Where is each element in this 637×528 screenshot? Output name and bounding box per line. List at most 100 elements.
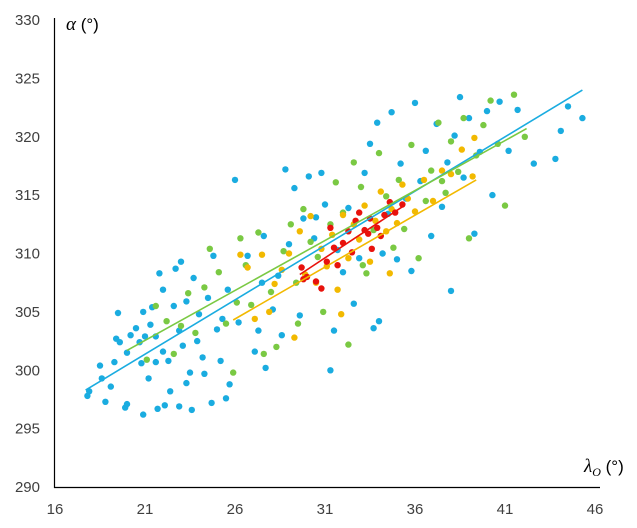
data-point [179, 342, 186, 349]
data-point [201, 284, 208, 291]
data-point [357, 183, 365, 191]
data-point [285, 250, 293, 257]
data-point [381, 211, 388, 219]
data-point [460, 174, 467, 181]
data-point [370, 325, 377, 332]
data-point [393, 256, 401, 263]
data-point [411, 208, 419, 215]
data-point [374, 224, 381, 231]
data-point [195, 311, 203, 318]
data-point [489, 191, 496, 199]
data-point [230, 369, 237, 376]
data-point [96, 362, 104, 369]
data-point [375, 149, 383, 157]
data-point [183, 379, 190, 387]
data-point [447, 138, 455, 145]
data-point [296, 312, 303, 319]
data-point [278, 332, 285, 339]
data-point [260, 350, 267, 358]
data-point [372, 217, 379, 224]
data-point [201, 370, 208, 377]
data-point [312, 278, 320, 285]
data-point [356, 255, 363, 262]
data-point [469, 173, 476, 180]
data-point [294, 320, 302, 327]
data-point [487, 97, 494, 104]
data-point [305, 173, 312, 180]
data-point [248, 301, 255, 309]
data-point [123, 400, 131, 408]
data-point [557, 127, 564, 135]
data-point [298, 264, 305, 271]
data-point [444, 159, 451, 166]
data-point [147, 321, 154, 328]
data-point [451, 132, 458, 139]
data-point [365, 230, 372, 237]
data-point [271, 280, 278, 288]
data-point [483, 107, 491, 115]
data-point [312, 214, 320, 221]
data-point [188, 406, 195, 414]
x-axis-title: λO (°) [583, 456, 624, 479]
x-tick-label: 41 [497, 501, 514, 518]
data-point [127, 332, 134, 339]
y-tick-label: 330 [15, 12, 40, 29]
data-point [318, 285, 325, 292]
data-point [401, 225, 408, 233]
data-point [374, 119, 381, 126]
data-point [366, 140, 374, 147]
data-point [204, 294, 212, 302]
trend-line [232, 179, 477, 321]
data-point [366, 258, 374, 265]
data-point [300, 205, 307, 213]
data-point [237, 235, 244, 242]
axes-layer [53, 18, 600, 489]
data-point [465, 235, 473, 242]
data-point [330, 244, 338, 251]
data-point [123, 349, 131, 356]
data-point [172, 265, 179, 272]
data-point [170, 350, 177, 358]
data-point [321, 201, 329, 208]
points-layer [84, 91, 586, 418]
y-tick-label: 320 [15, 129, 40, 146]
data-point [190, 274, 197, 282]
data-point [186, 369, 194, 376]
x-tick-label: 36 [407, 501, 424, 518]
data-point [465, 114, 473, 122]
data-point [455, 168, 462, 175]
data-point [521, 133, 528, 140]
x-tick-label: 46 [587, 501, 604, 518]
data-point [320, 308, 327, 316]
ticks-layer: 290 295 300 305 310 315 320 325 330 16 21 26 31 36 41 4… [15, 12, 603, 518]
data-point [287, 221, 294, 228]
x-tick-label: 21 [137, 501, 154, 518]
data-point [244, 264, 251, 271]
data-point [273, 343, 280, 351]
data-point [399, 181, 406, 188]
data-point [185, 290, 192, 297]
y-tick-label: 305 [15, 304, 40, 321]
trend-line [85, 89, 583, 391]
data-point [233, 299, 240, 306]
data-point [141, 333, 149, 340]
data-point [332, 179, 339, 186]
data-point [496, 98, 503, 105]
data-point [222, 395, 230, 402]
data-point [408, 267, 415, 275]
data-point [267, 288, 275, 296]
data-point [334, 262, 341, 269]
data-point [480, 121, 487, 129]
data-point [255, 229, 262, 236]
data-point [447, 170, 455, 178]
data-point [219, 315, 226, 323]
data-point [176, 403, 183, 410]
data-point [159, 348, 167, 355]
data-point [132, 325, 140, 332]
trend-layer [85, 89, 583, 391]
data-point [345, 204, 352, 212]
data-point [375, 318, 383, 325]
y-tick-label: 300 [15, 362, 40, 379]
x-tick-label: 31 [317, 501, 334, 518]
data-point [260, 232, 267, 240]
